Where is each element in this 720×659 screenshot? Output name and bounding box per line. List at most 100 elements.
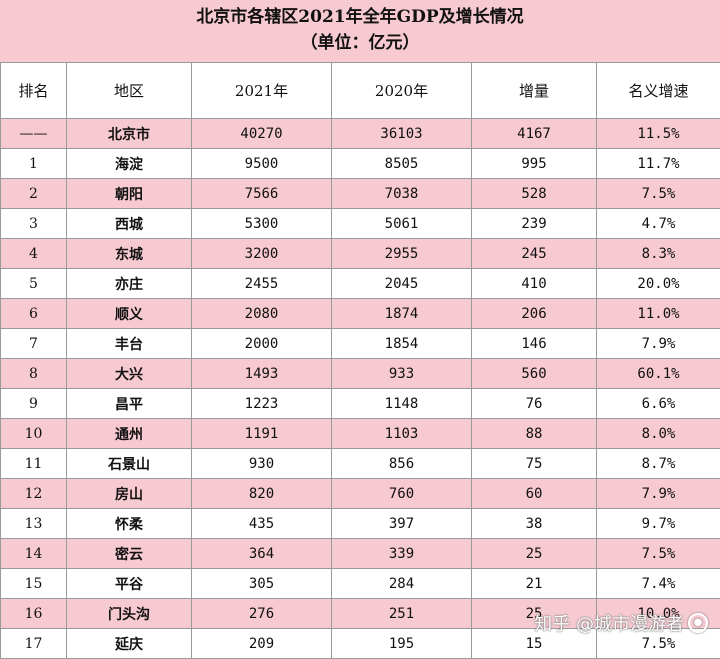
cell-increase: 75 <box>472 449 597 479</box>
cell-2021: 9500 <box>192 149 332 179</box>
cell-rank: 2 <box>1 179 67 209</box>
cell-2021: 2000 <box>192 329 332 359</box>
cell-growth-rate: 6.6% <box>597 389 720 419</box>
cell-2020: 195 <box>332 629 472 659</box>
cell-region: 密云 <box>67 539 192 569</box>
cell-rank: 12 <box>1 479 67 509</box>
cell-growth-rate: 7.5% <box>597 539 720 569</box>
cell-growth-rate: 8.0% <box>597 419 720 449</box>
cell-growth-rate: 7.4% <box>597 569 720 599</box>
cell-2020: 2045 <box>332 269 472 299</box>
header-2020: 2020年 <box>332 63 472 119</box>
cell-2020: 397 <box>332 509 472 539</box>
cell-2021: 2455 <box>192 269 332 299</box>
cell-growth-rate: 60.1% <box>597 359 720 389</box>
cell-rank: 14 <box>1 539 67 569</box>
cell-2020: 1148 <box>332 389 472 419</box>
cell-2021: 1493 <box>192 359 332 389</box>
watermark-text: 知乎 @城市漫游者 <box>534 610 684 636</box>
cell-increase: 239 <box>472 209 597 239</box>
cell-2020: 5061 <box>332 209 472 239</box>
cell-2021: 7566 <box>192 179 332 209</box>
cell-growth-rate: 7.5% <box>597 179 720 209</box>
cell-rank: 11 <box>1 449 67 479</box>
cell-rank: 15 <box>1 569 67 599</box>
cell-rank: 9 <box>1 389 67 419</box>
cell-2020: 1854 <box>332 329 472 359</box>
cell-region: 北京市 <box>67 119 192 149</box>
cell-region: 房山 <box>67 479 192 509</box>
cell-growth-rate: 8.7% <box>597 449 720 479</box>
cell-2020: 284 <box>332 569 472 599</box>
cell-growth-rate: 20.0% <box>597 269 720 299</box>
cell-region: 西城 <box>67 209 192 239</box>
cell-region: 丰台 <box>67 329 192 359</box>
header-region: 地区 <box>67 63 192 119</box>
cell-increase: 995 <box>472 149 597 179</box>
cell-increase: 560 <box>472 359 597 389</box>
cell-rank: 4 <box>1 239 67 269</box>
cell-region: 怀柔 <box>67 509 192 539</box>
cell-increase: 38 <box>472 509 597 539</box>
cell-2020: 760 <box>332 479 472 509</box>
watermark: 知乎 @城市漫游者 ● <box>534 610 708 636</box>
table-title-block: 北京市各辖区2021年全年GDP及增长情况 （单位：亿元） <box>0 0 720 63</box>
cell-growth-rate: 7.9% <box>597 479 720 509</box>
cell-2020: 856 <box>332 449 472 479</box>
cell-increase: 528 <box>472 179 597 209</box>
header-growth-rate: 名义增速 <box>597 63 720 119</box>
cell-rank: 16 <box>1 599 67 629</box>
cell-region: 亦庄 <box>67 269 192 299</box>
cell-rank: 10 <box>1 419 67 449</box>
cell-increase: 206 <box>472 299 597 329</box>
cell-2020: 1103 <box>332 419 472 449</box>
cell-2021: 3200 <box>192 239 332 269</box>
cell-growth-rate: 7.9% <box>597 329 720 359</box>
cell-2021: 276 <box>192 599 332 629</box>
cell-region: 门头沟 <box>67 599 192 629</box>
cell-increase: 410 <box>472 269 597 299</box>
cell-2020: 2955 <box>332 239 472 269</box>
cell-rank: 17 <box>1 629 67 659</box>
cell-2020: 251 <box>332 599 472 629</box>
cell-increase: 60 <box>472 479 597 509</box>
cell-rank: 6 <box>1 299 67 329</box>
cell-rank: 3 <box>1 209 67 239</box>
cell-rank: 8 <box>1 359 67 389</box>
cell-increase: 245 <box>472 239 597 269</box>
cell-rank: 5 <box>1 269 67 299</box>
table-title: 北京市各辖区2021年全年GDP及增长情况 <box>0 0 720 28</box>
cell-growth-rate: 4.7% <box>597 209 720 239</box>
cell-2021: 1223 <box>192 389 332 419</box>
cell-2021: 5300 <box>192 209 332 239</box>
cell-2021: 2080 <box>192 299 332 329</box>
cell-region: 石景山 <box>67 449 192 479</box>
watermark-camera-icon: ● <box>688 613 708 633</box>
cell-rank: 13 <box>1 509 67 539</box>
unit-label: （单位：亿元） <box>0 32 720 54</box>
cell-rank: 1 <box>1 149 67 179</box>
header-increase: 增量 <box>472 63 597 119</box>
cell-2021: 930 <box>192 449 332 479</box>
cell-growth-rate: 9.7% <box>597 509 720 539</box>
cell-2021: 209 <box>192 629 332 659</box>
cell-increase: 4167 <box>472 119 597 149</box>
cell-2021: 820 <box>192 479 332 509</box>
cell-region: 昌平 <box>67 389 192 419</box>
cell-region: 延庆 <box>67 629 192 659</box>
cell-2020: 1874 <box>332 299 472 329</box>
